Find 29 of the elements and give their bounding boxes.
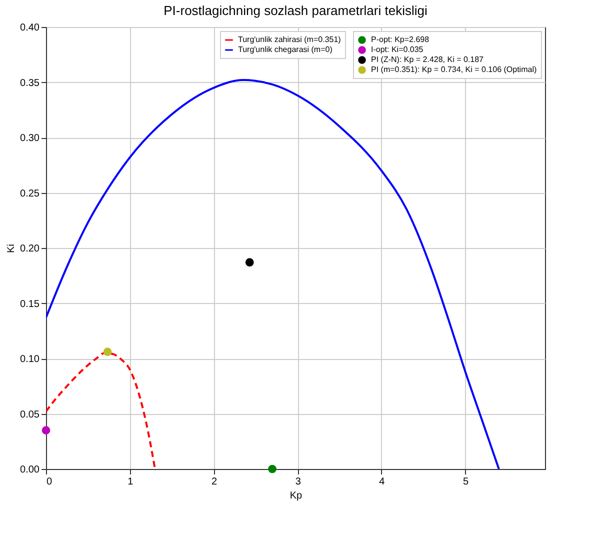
legend-label: PI (Z-N): Kp = 2.428, Ki = 0.187 (371, 55, 484, 64)
legend-label: Turg'unlik zahirasi (m=0.351) (238, 35, 342, 44)
point (245, 258, 254, 267)
point (42, 426, 50, 434)
legend-label: Turg'unlik chegarasi (m=0) (238, 45, 333, 54)
y-tick-label: 0.30 (20, 133, 40, 144)
legend-label: PI (m=0.351): Kp = 0.734, Ki = 0.106 (Optimal) (371, 65, 537, 74)
point (103, 348, 112, 356)
x-tick-label: 1 (128, 476, 134, 488)
y-tick-label: 0.20 (20, 244, 40, 254)
x-tick-label: 5 (463, 476, 470, 488)
y-tick-label: 0.40 (20, 22, 40, 34)
x-tick-label: 2 (211, 476, 218, 488)
chart-title: PI-rostlagichning sozlash parametrlari tekisligi (164, 3, 428, 18)
point (268, 464, 276, 474)
legend-label: I-opt: Ki=0.035 (371, 45, 424, 54)
y-tick-label: 0.10 (20, 354, 40, 365)
line-series (46, 79, 500, 469)
y-tick-label: 0.25 (20, 188, 40, 200)
x-axis-title: Kp (290, 490, 303, 502)
legend-label: P-opt: Kp=2.698 (371, 35, 430, 44)
y-tick-label: 0.05 (20, 409, 40, 420)
y-tick-label: 0.00 (20, 464, 40, 476)
y-tick-label: 0.15 (20, 298, 40, 310)
x-tick-label: 0 (46, 476, 52, 488)
x-tick-label: 3 (295, 476, 302, 488)
y-tick-label: 0.35 (20, 78, 40, 89)
y-axis-title: Ki (6, 244, 18, 253)
x-tick-label: 4 (379, 476, 386, 488)
